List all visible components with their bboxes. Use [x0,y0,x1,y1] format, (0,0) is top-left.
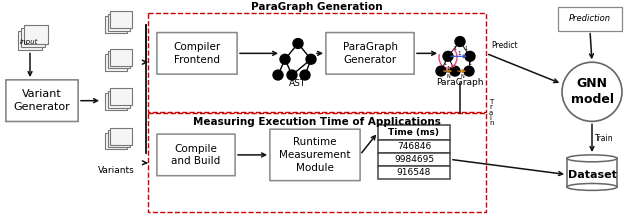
FancyBboxPatch shape [105,133,127,150]
FancyBboxPatch shape [110,49,132,66]
Text: 1: 1 [453,46,456,51]
Text: N: N [446,73,450,78]
Text: Measuring Execution Time of Applications: Measuring Execution Time of Applications [193,117,441,127]
Bar [378,140,450,153]
FancyBboxPatch shape [105,93,127,110]
Circle shape [280,54,290,64]
Text: 916548: 916548 [397,168,431,177]
Circle shape [436,66,446,76]
Circle shape [300,70,310,80]
Circle shape [465,51,475,61]
Text: ParaGraph Generation: ParaGraph Generation [251,2,383,12]
FancyBboxPatch shape [110,88,132,105]
Text: ParaGraph
Generator: ParaGraph Generator [342,42,397,65]
Text: T
r
a
i
n: T r a i n [489,99,493,126]
Bar [148,13,486,112]
Ellipse shape [567,155,617,162]
Text: Input: Input [20,38,38,44]
Circle shape [562,62,622,121]
FancyBboxPatch shape [6,80,78,121]
Circle shape [293,39,303,48]
FancyBboxPatch shape [326,32,414,74]
Text: Variants: Variants [98,166,134,175]
Circle shape [273,70,283,80]
Circle shape [464,66,474,76]
Circle shape [450,66,460,76]
Bar [378,125,450,140]
Text: Compile
and Build: Compile and Build [172,143,221,166]
Bar [558,7,622,31]
Circle shape [455,37,465,46]
FancyBboxPatch shape [110,128,132,145]
FancyBboxPatch shape [108,91,129,107]
Text: 9984695: 9984695 [394,155,434,164]
Text: Variant
Generator: Variant Generator [13,89,70,112]
Ellipse shape [567,184,617,190]
Text: 746846: 746846 [397,142,431,151]
Circle shape [287,70,297,80]
FancyBboxPatch shape [18,31,42,50]
FancyBboxPatch shape [108,14,129,31]
Text: ParaGraph: ParaGraph [436,78,484,87]
Text: Runtime
Measurement
Module: Runtime Measurement Module [279,137,351,173]
FancyBboxPatch shape [108,51,129,68]
FancyBboxPatch shape [21,28,45,47]
Text: Predict: Predict [491,41,518,50]
Text: 1: 1 [446,66,450,71]
Circle shape [443,51,453,61]
FancyBboxPatch shape [24,25,48,44]
Text: 1: 1 [444,61,447,66]
Text: 1: 1 [465,46,468,51]
FancyBboxPatch shape [157,32,237,74]
Text: AST: AST [289,79,307,89]
Text: 1: 1 [457,51,461,56]
Text: Prediction: Prediction [569,14,611,23]
Text: N: N [460,73,464,78]
Bar [378,153,450,166]
Text: Compiler
Frontend: Compiler Frontend [173,42,221,65]
Text: Dataset: Dataset [568,170,616,180]
Bar [567,158,617,187]
Text: GNN
model: GNN model [570,77,614,106]
FancyBboxPatch shape [110,12,132,28]
Bar [148,114,486,212]
FancyBboxPatch shape [105,54,127,71]
Text: 1: 1 [469,61,472,66]
FancyBboxPatch shape [108,130,129,147]
FancyBboxPatch shape [157,134,235,176]
Bar [378,166,450,179]
FancyBboxPatch shape [270,129,360,181]
Circle shape [306,54,316,64]
Text: Train: Train [595,134,614,143]
FancyBboxPatch shape [105,16,127,33]
Text: Time (ms): Time (ms) [388,128,440,137]
